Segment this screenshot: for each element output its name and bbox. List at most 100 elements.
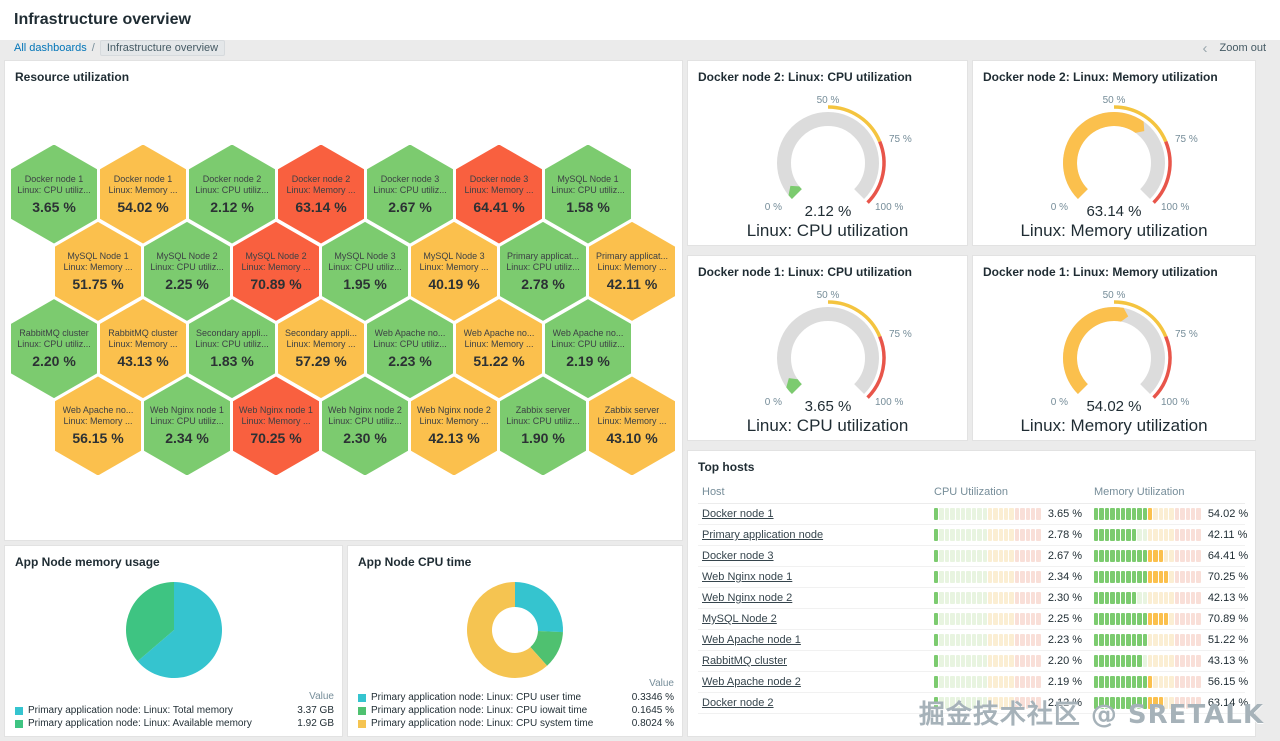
honeycomb-cell[interactable]: Secondary appli... Linux: Memory ... 57.29… bbox=[278, 299, 364, 399]
host-link[interactable]: Docker node 1 bbox=[702, 508, 774, 520]
memory-utilization-bar bbox=[1094, 529, 1201, 541]
host-link[interactable]: Primary application node bbox=[702, 529, 824, 541]
panel-gauge-docker-node-1-cpu: Docker node 1: Linux: CPU utilization 0 … bbox=[687, 255, 968, 441]
honeycomb-cell[interactable]: Web Apache no... Linux: CPU utiliz... 2.19… bbox=[545, 299, 631, 399]
honeycomb-cell[interactable]: Docker node 1 Linux: CPU utiliz... 3.65 % bbox=[11, 144, 97, 244]
honeycomb-cell[interactable]: Zabbix server Linux: Memory ... 43.10 % bbox=[589, 376, 675, 476]
honeycomb-cell[interactable]: Docker node 2 Linux: Memory ... 63.14 % bbox=[278, 144, 364, 244]
host-link[interactable]: RabbitMQ cluster bbox=[702, 655, 787, 667]
svg-text:100 %: 100 % bbox=[875, 397, 903, 408]
hex-host-label: Docker node 1 bbox=[113, 173, 173, 184]
svg-text:75 %: 75 % bbox=[889, 329, 912, 340]
hex-host-label: Web Nginx node 2 bbox=[417, 405, 491, 416]
host-link[interactable]: Web Nginx node 2 bbox=[702, 592, 793, 604]
memory-utilization-bar bbox=[1094, 697, 1201, 709]
memory-utilization-bar bbox=[1094, 676, 1201, 688]
top-hosts-table: Host CPU Utilization Memory Utilization … bbox=[698, 480, 1249, 714]
column-header-host: Host bbox=[698, 480, 930, 504]
memory-utilization-value: 56.15 % bbox=[1207, 676, 1249, 688]
honeycomb-cell[interactable]: MySQL Node 2 Linux: Memory ... 70.89 % bbox=[233, 221, 319, 321]
hex-host-label: Zabbix server bbox=[515, 405, 571, 416]
table-header-row: Host CPU Utilization Memory Utilization bbox=[698, 480, 1245, 504]
hex-value: 2.19 % bbox=[566, 353, 610, 370]
honeycomb-cell[interactable]: Web Nginx node 1 Linux: CPU utiliz... 2.34… bbox=[144, 376, 230, 476]
honeycomb-cell[interactable]: Docker node 2 Linux: CPU utiliz... 2.12 % bbox=[189, 144, 275, 244]
honeycomb-cell[interactable]: Docker node 3 Linux: CPU utiliz... 2.67 % bbox=[367, 144, 453, 244]
honeycomb-cell[interactable]: MySQL Node 2 Linux: CPU utiliz... 2.25 % bbox=[144, 221, 230, 321]
honeycomb-cell[interactable]: Secondary appli... Linux: CPU utiliz... 1.… bbox=[189, 299, 275, 399]
zoom-out-button[interactable]: Zoom out bbox=[1219, 42, 1266, 54]
honeycomb-cell[interactable]: MySQL Node 1 Linux: Memory ... 51.75 % bbox=[55, 221, 141, 321]
host-link[interactable]: Web Nginx node 1 bbox=[702, 571, 793, 583]
dashboard-grid: Resource utilization Docker node 1 Linux:… bbox=[0, 56, 1280, 741]
hex-item-label: Linux: CPU utiliz... bbox=[506, 416, 580, 427]
honeycomb-cell[interactable]: Zabbix server Linux: CPU utiliz... 1.90 % bbox=[500, 376, 586, 476]
honeycomb-cell[interactable]: MySQL Node 3 Linux: Memory ... 40.19 % bbox=[411, 221, 497, 321]
honeycomb-cell[interactable]: Docker node 1 Linux: Memory ... 54.02 % bbox=[100, 144, 186, 244]
honeycomb-cell[interactable]: Web Nginx node 2 Linux: CPU utiliz... 2.30… bbox=[322, 376, 408, 476]
svg-text:0 %: 0 % bbox=[1051, 202, 1068, 213]
hex-value: 64.41 % bbox=[473, 198, 525, 215]
hex-item-label: Linux: Memory ... bbox=[464, 339, 534, 350]
hex-item-label: Linux: CPU utiliz... bbox=[195, 184, 269, 195]
gauge-chart: 0 % 50 % 75 % 100 % 63.14 % bbox=[1051, 95, 1198, 220]
hex-value: 56.15 % bbox=[72, 430, 124, 447]
svg-text:63.14 %: 63.14 % bbox=[1086, 203, 1141, 220]
honeycomb-cell[interactable]: Primary applicat... Linux: Memory ... 42.1… bbox=[589, 221, 675, 321]
hex-host-label: MySQL Node 2 bbox=[245, 250, 307, 261]
hex-value: 2.30 % bbox=[343, 430, 387, 447]
hex-item-label: Linux: Memory ... bbox=[241, 261, 311, 272]
honeycomb-cell[interactable]: RabbitMQ cluster Linux: Memory ... 43.13 % bbox=[100, 299, 186, 399]
svg-text:75 %: 75 % bbox=[889, 134, 912, 145]
gauge-chart: 0 % 50 % 75 % 100 % 2.12 % bbox=[764, 95, 912, 220]
honeycomb-cell[interactable]: Web Apache no... Linux: CPU utiliz... 2.23… bbox=[367, 299, 453, 399]
honeycomb-cell[interactable]: MySQL Node 3 Linux: CPU utiliz... 1.95 % bbox=[322, 221, 408, 321]
panel-app-node-cpu-time: App Node CPU time Value Primary applicati… bbox=[347, 545, 683, 737]
hex-host-label: Primary applicat... bbox=[595, 250, 669, 261]
host-link[interactable]: Web Apache node 2 bbox=[702, 676, 801, 688]
gauge-container: 0 % 50 % 75 % 100 % 54.02 % bbox=[973, 284, 1255, 418]
gauge-chart: 0 % 50 % 75 % 100 % 54.02 % bbox=[1051, 290, 1198, 415]
honeycomb-cell[interactable]: Web Nginx node 2 Linux: Memory ... 42.13 % bbox=[411, 376, 497, 476]
host-link[interactable]: Web Apache node 1 bbox=[702, 634, 801, 646]
honeycomb-cell[interactable]: Primary applicat... Linux: CPU utiliz... 2… bbox=[500, 221, 586, 321]
hex-value: 1.90 % bbox=[521, 430, 565, 447]
gauge-footer-label: Linux: CPU utilization bbox=[746, 221, 909, 240]
svg-text:100 %: 100 % bbox=[1161, 397, 1189, 408]
hex-item-label: Linux: CPU utiliz... bbox=[195, 339, 269, 350]
cpu-utilization-bar bbox=[934, 634, 1041, 646]
cpu-utilization-value: 2.34 % bbox=[1047, 571, 1083, 583]
cpu-utilization-value: 2.12 % bbox=[1047, 697, 1083, 709]
honeycomb-cell[interactable]: MySQL Node 1 Linux: CPU utiliz... 1.58 % bbox=[545, 144, 631, 244]
honeycomb-cell[interactable]: RabbitMQ cluster Linux: CPU utiliz... 2.20… bbox=[11, 299, 97, 399]
legend-color-marker bbox=[358, 693, 366, 702]
legend-label: Primary application node: Linux: CPU use… bbox=[371, 692, 582, 703]
honeycomb-cell[interactable]: Web Nginx node 1 Linux: Memory ... 70.25 % bbox=[233, 376, 319, 476]
hex-host-label: MySQL Node 3 bbox=[334, 250, 396, 261]
hex-value: 70.89 % bbox=[250, 275, 302, 292]
hex-host-label: Docker node 2 bbox=[291, 173, 351, 184]
honeycomb-cell[interactable]: Web Apache no... Linux: Memory ... 51.22 % bbox=[456, 299, 542, 399]
host-link[interactable]: Docker node 3 bbox=[702, 550, 774, 562]
legend-value-header: Value bbox=[309, 691, 334, 702]
host-link[interactable]: Docker node 2 bbox=[702, 697, 774, 709]
breadcrumb-current[interactable]: Infrastructure overview bbox=[99, 40, 226, 56]
honeycomb-grid: Docker node 1 Linux: CPU utiliz... 3.65 % D… bbox=[5, 61, 682, 540]
hex-host-label: MySQL Node 2 bbox=[156, 250, 218, 261]
panel-title: Resource utilization bbox=[15, 70, 130, 84]
host-link[interactable]: MySQL Node 2 bbox=[702, 613, 777, 625]
honeycomb-cell[interactable]: Web Apache no... Linux: Memory ... 56.15 % bbox=[55, 376, 141, 476]
svg-text:0 %: 0 % bbox=[764, 202, 781, 213]
hex-value: 3.65 % bbox=[32, 198, 76, 215]
hex-value: 54.02 % bbox=[117, 198, 169, 215]
breadcrumb: All dashboards / Infrastructure overview… bbox=[0, 40, 1280, 56]
honeycomb-cell[interactable]: Docker node 3 Linux: Memory ... 64.41 % bbox=[456, 144, 542, 244]
hex-value: 2.25 % bbox=[165, 275, 209, 292]
top-hosts-row: Docker node 3 2.67 % 64.41 % bbox=[698, 545, 1249, 567]
memory-utilization-value: 64.41 % bbox=[1207, 550, 1249, 562]
breadcrumb-all-dashboards[interactable]: All dashboards bbox=[14, 42, 87, 54]
legend-label: Primary application node: Linux: Total m… bbox=[28, 705, 233, 716]
chevron-left-icon[interactable]: ‹ bbox=[1202, 39, 1208, 57]
memory-utilization-bar bbox=[1094, 550, 1201, 562]
cpu-utilization-value: 2.25 % bbox=[1047, 613, 1083, 625]
